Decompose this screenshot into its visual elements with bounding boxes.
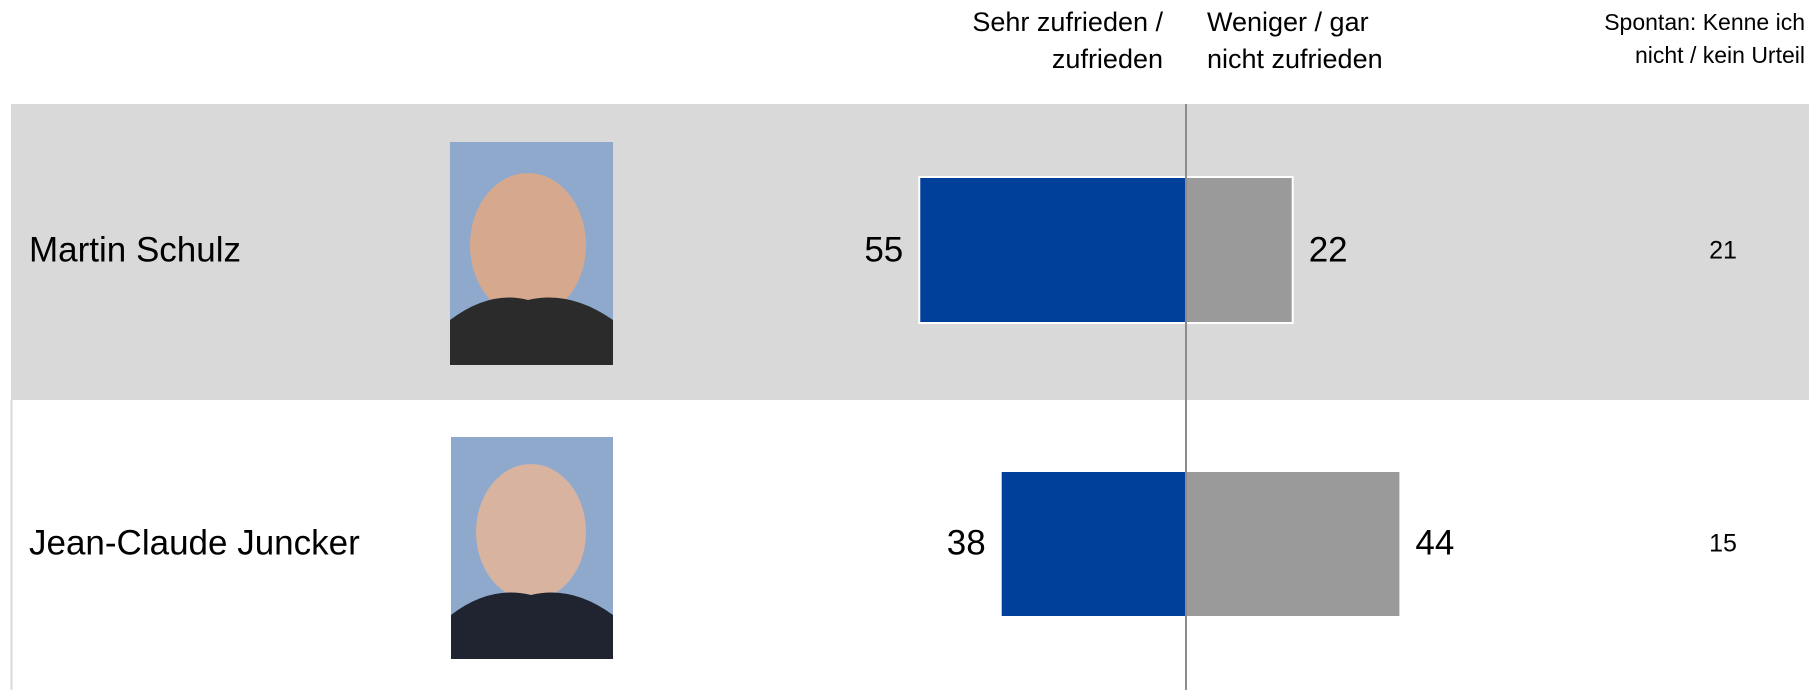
category-label: Jean-Claude Juncker [29, 523, 360, 562]
legend-label: Sehr zufrieden / zufrieden [972, 7, 1163, 74]
value-label: 44 [1415, 523, 1454, 562]
value-label: 38 [947, 523, 986, 562]
legend-label: Weniger / gar nicht zufrieden [1207, 7, 1383, 74]
photo [450, 142, 613, 365]
row-band [11, 104, 1809, 400]
bar [1001, 472, 1186, 616]
category-label: Martin Schulz [29, 230, 241, 269]
photo [451, 437, 613, 659]
value-label: 22 [1309, 230, 1348, 269]
value-label: 15 [1709, 530, 1737, 558]
bar [1186, 472, 1400, 616]
value-label: 55 [864, 230, 903, 269]
legend-label: Spontan: Kenne ich nicht / kein Urteil [1604, 9, 1805, 68]
value-label: 21 [1709, 237, 1737, 265]
bar [918, 176, 1187, 324]
bar [1185, 176, 1294, 324]
